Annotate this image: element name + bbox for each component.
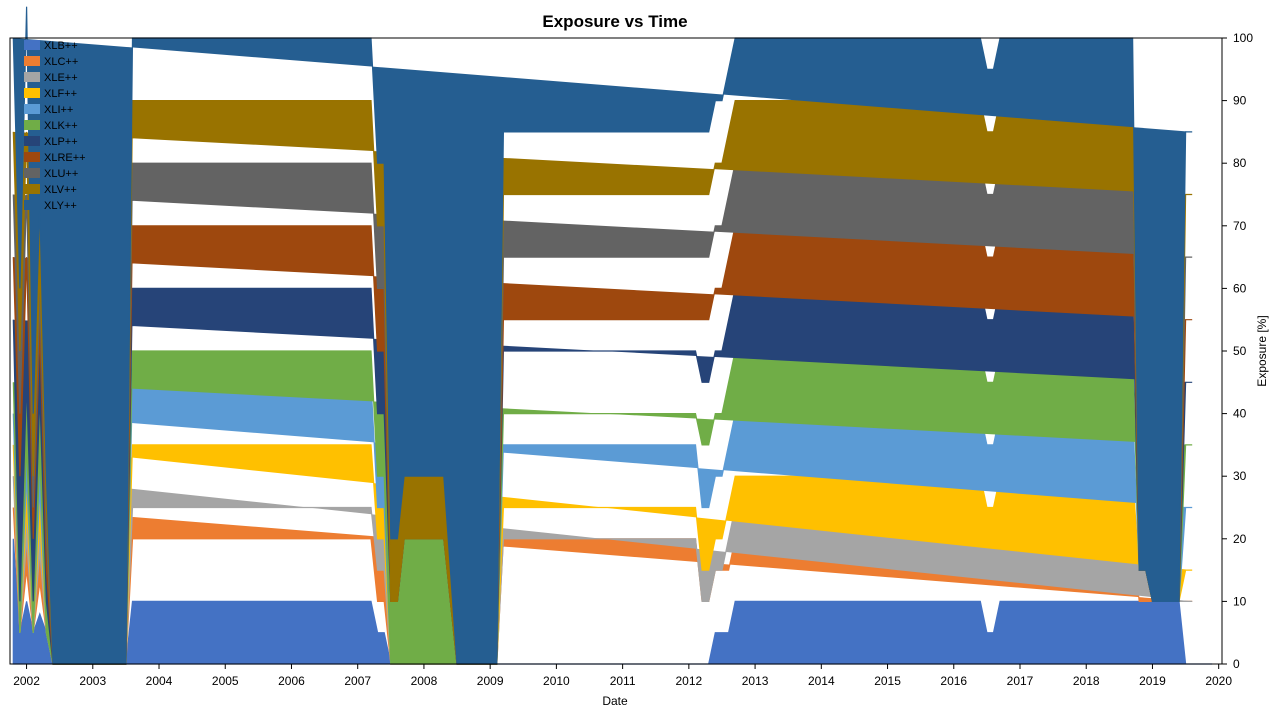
x-tick-label: 2003 (79, 674, 106, 688)
legend-label: XLE++ (44, 72, 78, 84)
legend-label: XLC++ (44, 56, 78, 68)
y-tick-label: 90 (1233, 94, 1247, 108)
legend-label: XLF++ (44, 88, 77, 100)
x-tick-label: 2008 (411, 674, 438, 688)
x-tick-label: 2014 (808, 674, 835, 688)
legend-label: XLU++ (44, 168, 78, 180)
x-tick-label: 2010 (543, 674, 570, 688)
x-tick-label: 2017 (1007, 674, 1034, 688)
y-tick-label: 30 (1233, 469, 1247, 483)
x-tick-label: 2020 (1205, 674, 1232, 688)
legend-swatch (24, 136, 40, 146)
y-tick-label: 10 (1233, 594, 1247, 608)
x-tick-label: 2007 (344, 674, 371, 688)
x-tick-label: 2004 (146, 674, 173, 688)
area-series-5 (12, 350, 1193, 665)
legend: XLB++ XLC++ XLE++ XLF++ XLI++ XLK++ XLP++ XLRE+… (24, 40, 86, 212)
legend-label: XLP++ (44, 136, 78, 148)
y-tick-label: 50 (1233, 344, 1247, 358)
y-tick-label: 70 (1233, 219, 1247, 233)
x-axis: 2002 2003 2004 2005 2006 2007 2008 2009 2010 2011… (13, 664, 1232, 688)
x-tick-label: 2012 (676, 674, 703, 688)
legend-swatch (24, 184, 40, 194)
y-tick-label: 0 (1233, 657, 1240, 671)
legend-swatch (24, 56, 40, 66)
legend-label: XLY++ (44, 200, 77, 212)
area-series-6 (12, 287, 1193, 665)
area-series-3 (12, 444, 1193, 665)
x-tick-label: 2002 (13, 674, 40, 688)
y-tick-label: 80 (1233, 156, 1247, 170)
legend-swatch (24, 72, 40, 82)
legend-label: XLB++ (44, 40, 78, 52)
x-tick-label: 2009 (477, 674, 504, 688)
y-tick-label: 20 (1233, 532, 1247, 546)
x-tick-label: 2016 (940, 674, 967, 688)
legend-label: XLV++ (44, 184, 77, 196)
x-tick-label: 2006 (278, 674, 305, 688)
legend-swatch (24, 152, 40, 162)
x-tick-label: 2019 (1139, 674, 1166, 688)
legend-swatch (24, 200, 40, 210)
plot-area (12, 6, 1213, 665)
x-tick-label: 2015 (874, 674, 901, 688)
y-axis-label: Exposure [%] (1255, 315, 1269, 386)
legend-swatch (24, 104, 40, 114)
legend-label: XLK++ (44, 120, 78, 132)
chart-title: Exposure vs Time (542, 12, 687, 31)
legend-swatch (24, 40, 40, 50)
legend-label: XLI++ (44, 104, 73, 116)
legend-swatch (24, 88, 40, 98)
x-tick-label: 2011 (610, 674, 636, 688)
y-tick-label: 100 (1233, 31, 1253, 45)
y-tick-label: 60 (1233, 281, 1247, 295)
x-tick-label: 2005 (212, 674, 239, 688)
x-tick-label: 2018 (1073, 674, 1100, 688)
y-axis: 0 10 20 30 40 50 60 70 80 90 100 (1222, 31, 1253, 671)
legend-swatch (24, 120, 40, 130)
y-tick-label: 40 (1233, 407, 1247, 421)
x-tick-label: 2013 (742, 674, 769, 688)
x-axis-label: Date (602, 694, 628, 708)
legend-swatch (24, 168, 40, 178)
legend-label: XLRE++ (44, 152, 86, 164)
